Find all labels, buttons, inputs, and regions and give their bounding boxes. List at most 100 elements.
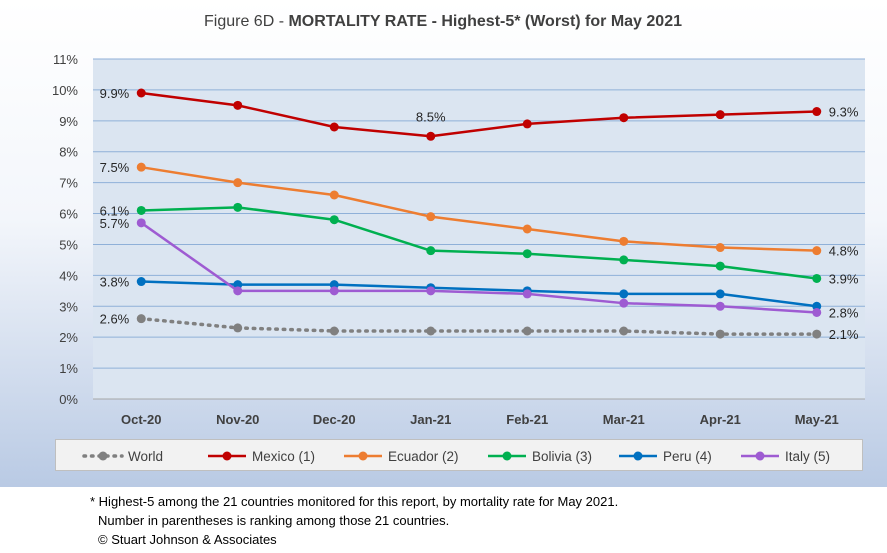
legend-marker [98,451,108,461]
y-tick-label: 11% [53,52,78,67]
data-point [619,326,629,336]
data-point [329,280,339,290]
data-point [812,301,822,311]
data-point [522,249,532,259]
chart-area: Figure 6D - MORTALITY RATE - Highest-5* … [0,0,887,487]
series-line [141,280,817,308]
data-point [329,326,339,336]
y-tick-label: 3% [59,299,78,314]
chart-title-main: MORTALITY RATE - Highest-5* (Worst) for … [288,13,682,30]
x-tick-label: Mar-21 [603,412,645,427]
y-tick-label: 4% [59,268,78,283]
data-point [522,326,532,336]
data-label: 8.5% [416,109,446,124]
y-tick-label: 7% [59,176,78,191]
data-point [619,298,629,308]
chart-title: Figure 6D - MORTALITY RATE - Highest-5* … [204,13,682,30]
data-label: 6.1% [100,203,130,218]
data-point [619,289,629,299]
data-label: 2.6% [100,312,130,327]
y-tick-label: 9% [59,114,78,129]
data-point [812,273,822,283]
data-point [426,131,436,141]
data-point [329,190,339,200]
data-point [329,215,339,225]
x-tick-label: Oct-20 [121,412,161,427]
x-tick-label: Nov-20 [216,412,259,427]
data-point [522,119,532,129]
legend-marker [755,451,765,461]
data-point [619,255,629,265]
data-label: 3.8% [100,275,130,290]
y-tick-label: 2% [59,330,78,345]
data-label: 9.9% [100,86,130,101]
data-point [715,243,725,253]
data-point [136,277,146,287]
data-point [812,246,822,256]
footnote: * Highest-5 among the 21 countries monit… [90,492,870,549]
data-point [329,122,339,132]
data-label: 4.8% [829,244,859,259]
data-point [715,301,725,311]
data-point [233,202,243,212]
data-point [522,224,532,234]
x-tick-label: Dec-20 [313,412,356,427]
data-point [136,162,146,172]
y-tick-label: 6% [59,207,78,222]
legend-label: World [128,449,163,464]
y-tick-label: 10% [52,83,78,98]
footnote-line-3: © Stuart Johnson & Associates [98,532,277,547]
data-point [715,289,725,299]
data-point [812,307,822,317]
data-point [426,326,436,336]
data-label: 5.7% [100,216,130,231]
series-line [141,165,817,252]
data-point [812,329,822,339]
data-label: 3.9% [829,271,859,286]
mortality-rate-line-chart: Figure 6D - MORTALITY RATE - Highest-5* … [52,13,865,427]
y-tick-label: 8% [59,145,78,160]
data-point [426,246,436,256]
legend-marker [502,451,512,461]
data-point [426,212,436,222]
data-point [233,280,243,290]
data-point [233,100,243,110]
data-point [329,286,339,296]
legend-label: Mexico (1) [252,449,315,464]
legend: World Mexico (1) Ecuador (2) Bolivia (3) Per… [55,439,863,471]
series-line [141,91,817,138]
y-tick-label: 5% [59,237,78,252]
footnote-line-1: * Highest-5 among the 21 countries monit… [90,494,619,509]
x-tick-label: Apr-21 [700,412,741,427]
footnote-line-2: Number in parentheses is ranking among t… [98,513,450,528]
data-point [715,110,725,120]
series-line [141,206,817,280]
chart-title-prefix: Figure 6D - [204,13,288,30]
y-tick-label: 0% [59,392,78,407]
data-point [522,289,532,299]
legend-label: Bolivia (3) [532,449,592,464]
series-line [139,316,819,336]
legend-marker [633,451,643,461]
legend-label: Ecuador (2) [388,449,459,464]
data-point [715,261,725,271]
y-tick-label: 1% [59,361,78,376]
data-point [426,286,436,296]
legend-label: Peru (4) [663,449,712,464]
data-point [136,205,146,215]
data-point [619,236,629,246]
data-point [233,286,243,296]
data-point [136,314,146,324]
data-point [136,88,146,98]
data-label: 2.1% [829,327,859,342]
data-label: 7.5% [100,160,130,175]
data-point [136,218,146,228]
plot-background [93,59,865,399]
data-point [715,329,725,339]
data-point [233,323,243,333]
x-tick-label: Feb-21 [506,412,548,427]
legend-label: Italy (5) [785,449,830,464]
series-line [140,221,817,314]
x-tick-label: May-21 [795,412,839,427]
data-label: 9.3% [829,105,859,120]
